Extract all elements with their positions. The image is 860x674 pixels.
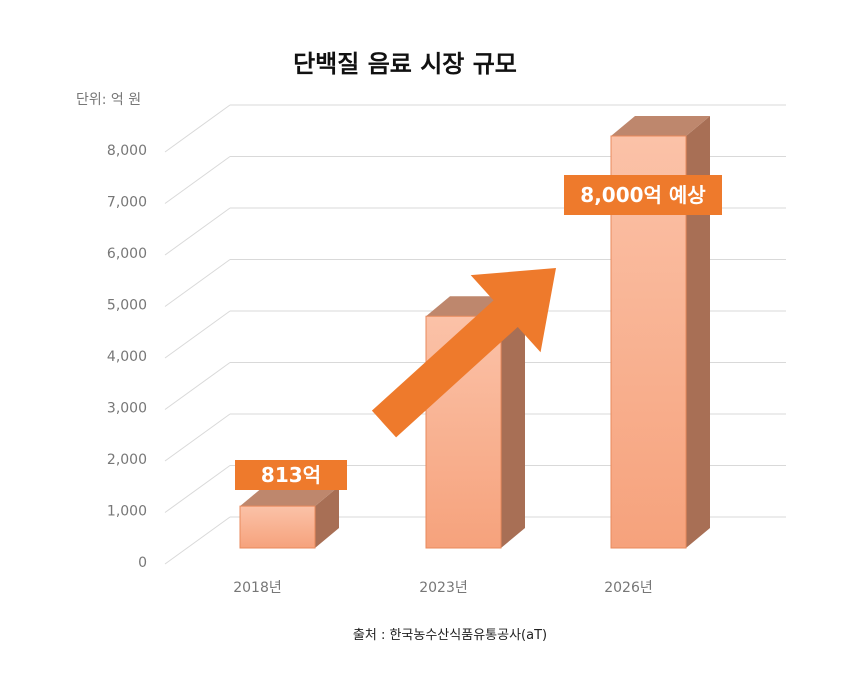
bar-side [501,296,525,548]
y-tick-label: 8,000 [107,143,147,159]
gridline-depth [164,516,231,565]
x-tick-label: 2023년 [419,580,468,596]
y-tick-label: 6,000 [107,246,147,262]
gridline-depth [164,104,231,153]
y-tick-label: 1,000 [107,504,147,520]
gridline-depth [164,362,231,410]
bar-side [686,116,710,548]
unit-label: 단위: 억 원 [76,92,142,108]
bar-1 [239,486,339,549]
x-tick-label: 2018년 [233,580,282,596]
data-label: 813억 [261,463,321,487]
value-callout: 813억 [235,460,347,490]
gridline-depth [164,465,231,513]
x-tick-label: 2026년 [604,580,653,596]
gridline-depth [164,259,231,307]
bar-top [240,486,339,507]
y-tick-label: 0 [138,555,147,571]
value-callout: 8,000억 예상 [564,175,722,215]
gridline-depth [164,156,231,204]
callout-box [235,460,347,490]
gridline-depth [164,413,231,462]
data-label: 8,000억 예상 [580,183,706,207]
trend-arrow [371,268,556,438]
bar-side [315,486,339,548]
source-note: 출처 : 한국농수산식품유통공사(aT) [352,628,548,643]
y-tick-label: 3,000 [107,401,147,417]
callout-box [564,175,722,215]
bar-top [611,116,710,136]
chart-title: 단백질 음료 시장 규모 [293,50,517,78]
y-tick-label: 4,000 [107,349,147,365]
gridline-depth [164,207,231,256]
y-tick-label: 7,000 [107,195,147,211]
y-tick-label: 5,000 [107,298,147,314]
gridline-depth [164,310,231,359]
bar-front [239,505,316,549]
y-tick-label: 2,000 [107,452,147,468]
